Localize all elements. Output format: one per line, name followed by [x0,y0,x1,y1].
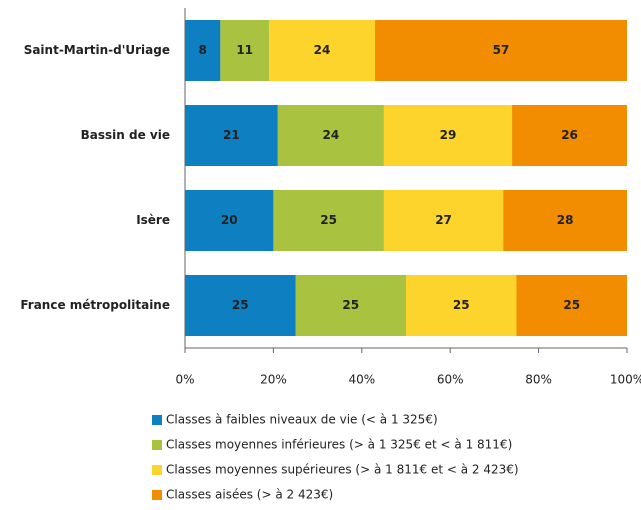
data-label: 26 [561,128,578,142]
category-label: France métropolitaine [20,298,170,312]
legend-swatch [152,465,162,475]
bar-segment [295,275,406,336]
data-label: 11 [236,43,253,57]
bar-segment [220,20,269,81]
x-tick-label: 100% [610,373,641,387]
data-label: 21 [223,128,240,142]
bar-segment [185,190,274,251]
x-tick-label: 20% [260,373,287,387]
bar-segment [185,105,278,166]
x-tick-label: 80% [525,373,552,387]
data-label: 20 [221,213,238,227]
data-label: 24 [314,43,331,57]
bar-segment [185,275,296,336]
category-label: Bassin de vie [81,128,170,142]
bar-segment [273,190,384,251]
legend-swatch [152,415,162,425]
data-label: 25 [342,298,359,312]
legend-label: Classes moyennes supérieures (> à 1 811€… [166,463,519,477]
bar-segment [383,105,513,166]
bar-segment [268,20,376,81]
data-label: 8 [199,43,207,57]
bar-segment [503,190,627,251]
data-label: 25 [320,213,337,227]
data-label: 25 [563,298,580,312]
data-label: 24 [323,128,340,142]
x-tick-label: 0% [175,373,194,387]
data-label: 28 [557,213,574,227]
x-tick-label: 40% [348,373,375,387]
bar-segment [516,275,627,336]
data-label: 25 [232,298,249,312]
legend-label: Classes aisées (> à 2 423€) [166,488,333,502]
legend-label: Classes moyennes inférieures (> à 1 325€… [166,438,512,452]
bar-segment [383,190,504,251]
x-tick-label: 60% [437,373,464,387]
bar-segment [277,105,384,166]
data-label: 29 [440,128,457,142]
data-label: 25 [453,298,470,312]
legend-label: Classes à faibles niveaux de vie (< à 1 … [166,413,438,427]
category-label: Isère [136,213,170,227]
bar-segment [185,20,221,81]
data-label: 57 [493,43,510,57]
bar-segment [406,275,517,336]
legend-swatch [152,440,162,450]
bar-segment [512,105,627,166]
bar-segment [375,20,627,81]
legend-swatch [152,490,162,500]
data-label: 27 [435,213,452,227]
category-label: Saint-Martin-d'Uriage [24,43,170,57]
